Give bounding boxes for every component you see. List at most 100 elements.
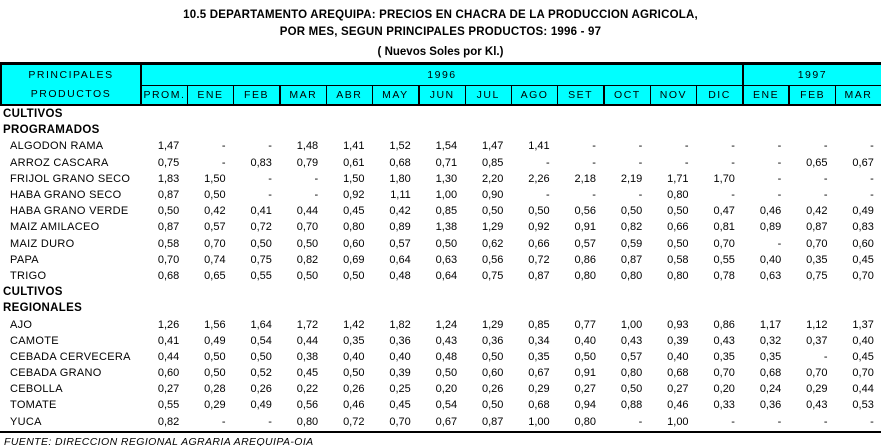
price-cell: 0,57 (204, 221, 226, 234)
price-cell: 1,29 (481, 318, 504, 331)
price-cell: 0,36 (481, 334, 504, 347)
price-cell: 0,63 (759, 269, 782, 282)
price-cell: 0,70 (806, 367, 828, 380)
price-cell: 0,80 (620, 367, 643, 380)
price-cell: 0,40 (759, 253, 782, 266)
price-cell: 0,46 (343, 399, 365, 412)
column-header-5: ABR (325, 85, 373, 106)
product-row: MAIZ DURO 0,58 0,70 0,50 0,50 0,60 0,57 0,50 0,6… (1, 236, 881, 252)
column-header-14: ENE (741, 85, 790, 106)
price-cell: 0,56 (481, 253, 504, 266)
price-cell: 0,50 (667, 237, 689, 250)
price-cell: 1,71 (667, 172, 689, 185)
price-cell: 0,72 (528, 253, 550, 266)
price-cell: 0,49 (204, 334, 226, 347)
price-cell: - (870, 189, 874, 202)
price-cell: 0,83 (250, 156, 272, 169)
price-cell: 0,26 (250, 383, 272, 396)
price-cell: 0,40 (667, 350, 689, 363)
price-cell: 0,60 (852, 237, 874, 250)
table-body: CULTIVOS PROGRAMADOS ALGODON RAMA 1,47 - - 1,4… (1, 105, 881, 430)
product-row: ALGODON RAMA 1,47 - - 1,48 1,41 1,52 1,54 1,47 1,… (1, 138, 881, 154)
price-cell: 0,29 (806, 383, 828, 396)
price-cell: 0,50 (204, 350, 226, 363)
price-cell: 1,00 (620, 318, 643, 331)
price-cell: 0,40 (343, 350, 365, 363)
price-cell: 0,71 (435, 156, 458, 169)
price-cell: 0,78 (713, 269, 735, 282)
price-cell: - (777, 189, 782, 202)
price-cell: 0,91 (574, 367, 596, 380)
price-cell: 0,43 (806, 399, 828, 412)
price-cell: - (870, 172, 874, 185)
price-cell: 1,50 (343, 172, 365, 185)
price-cell: - (870, 140, 874, 153)
price-cell: - (823, 172, 828, 185)
price-cell: 2,19 (620, 172, 643, 185)
price-cell: 1,00 (667, 415, 689, 428)
product-row: HABA GRANO VERDE 0,50 0,42 0,41 0,44 0,45 0,42… (1, 203, 881, 219)
product-name: CEBOLLA (10, 383, 63, 396)
price-cell: 2,20 (481, 172, 504, 185)
price-cell: 0,86 (713, 318, 735, 331)
price-cell: 1,64 (250, 318, 272, 331)
price-cell: 0,28 (204, 383, 226, 396)
section-heading-row: CULTIVOS (1, 284, 881, 300)
price-cell: 0,82 (620, 221, 643, 234)
source-note: FUENTE: DIRECCION REGIONAL AGRARIA AREQU… (0, 430, 881, 446)
column-header-8: JUL (464, 85, 512, 106)
product-row: MAIZ AMILACEO 0,87 0,57 0,72 0,70 0,80 0,89 1,3… (1, 219, 881, 235)
price-cell: 2,18 (574, 172, 596, 185)
column-header-12: NOV (649, 85, 698, 106)
price-cell: 0,68 (389, 156, 411, 169)
price-cell: 0,70 (713, 367, 735, 380)
price-cell: 0,43 (620, 334, 643, 347)
price-cell: 0,45 (852, 350, 874, 363)
price-cell: 0,50 (250, 350, 272, 363)
price-cell: 1,00 (528, 415, 550, 428)
price-cell: - (684, 156, 689, 169)
product-row: HABA GRANO SECO 0,87 0,50 - - 0,92 1,11 1,00 0,9… (1, 187, 881, 203)
price-cell: - (777, 237, 782, 250)
price-cell: 0,58 (667, 253, 689, 266)
price-cell: 0,50 (296, 269, 319, 282)
price-cell: 0,50 (620, 383, 643, 396)
column-header-11: OCT (602, 85, 651, 106)
price-cell: 0,80 (667, 189, 689, 202)
price-cell: 0,57 (389, 237, 411, 250)
price-cell: 0,27 (157, 383, 180, 396)
product-row: YUCA 0,82 - - 0,80 0,72 0,70 0,67 0,87 1,00 0,80 - 1… (1, 414, 881, 430)
price-cell: 0,39 (389, 367, 411, 380)
price-cell: 0,70 (852, 367, 874, 380)
price-cell: 0,89 (389, 221, 411, 234)
price-cell: 0,35 (343, 334, 365, 347)
price-cell: 0,94 (574, 399, 596, 412)
price-cell: 0,49 (250, 399, 272, 412)
price-cell: 0,70 (296, 221, 319, 234)
price-cell: 1,47 (481, 140, 504, 153)
price-cell: 0,79 (296, 156, 319, 169)
price-cell: 0,50 (481, 350, 504, 363)
corner-header: PRINCIPALES PRODUCTOS (0, 63, 142, 106)
price-cell: 0,50 (528, 205, 550, 218)
price-cell: - (592, 140, 596, 153)
price-cell: 0,41 (157, 334, 180, 347)
header-row-years: PRINCIPALES PRODUCTOS 1996 1997 (0, 63, 881, 106)
price-cell: 1,38 (435, 221, 458, 234)
price-cell: 0,35 (528, 350, 550, 363)
price-cell: - (268, 189, 272, 202)
price-cell: 0,41 (250, 205, 272, 218)
price-cell: - (314, 189, 319, 202)
section-heading: PROGRAMADOS (3, 124, 100, 137)
price-cell: 0,26 (481, 383, 504, 396)
price-cell: 0,67 (852, 156, 874, 169)
price-cell: 0,50 (250, 237, 272, 250)
price-cell: 0,70 (713, 237, 735, 250)
price-cell: 0,70 (806, 237, 828, 250)
price-cell: - (221, 415, 226, 428)
price-cell: - (638, 140, 643, 153)
price-cell: 0,77 (574, 318, 596, 331)
price-cell: 0,88 (620, 399, 643, 412)
price-cell: 0,42 (204, 205, 226, 218)
